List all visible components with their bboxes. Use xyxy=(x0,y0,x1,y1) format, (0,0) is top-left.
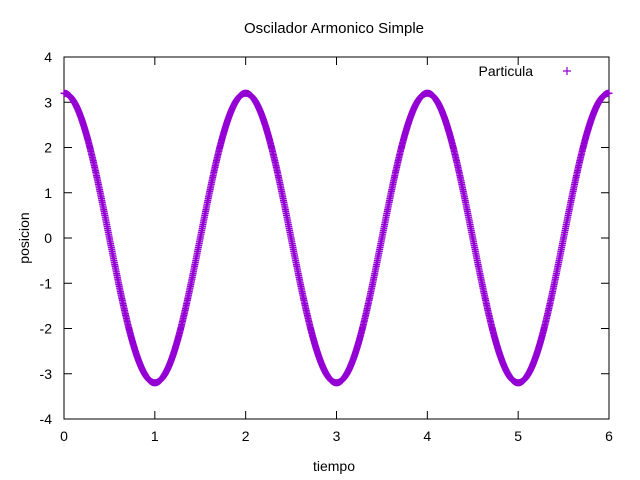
y-tick-label: -1 xyxy=(40,275,53,291)
x-tick-label: 6 xyxy=(605,428,613,444)
y-tick-label: -4 xyxy=(40,411,53,427)
x-tick-label: 1 xyxy=(151,428,159,444)
y-axis-label: posicion xyxy=(16,212,32,263)
y-tick-label: 1 xyxy=(44,185,52,201)
x-tick-label: 2 xyxy=(242,428,250,444)
series-layer xyxy=(60,89,613,387)
series-particula xyxy=(60,89,613,387)
x-axis: 0 1 2 3 4 5 6 xyxy=(60,57,613,444)
legend-plus-icon xyxy=(563,67,571,75)
y-tick-label: -3 xyxy=(40,366,53,382)
x-tick-label: 0 xyxy=(60,428,68,444)
y-tick-label: 3 xyxy=(44,94,52,110)
y-tick-label: 2 xyxy=(44,140,52,156)
x-tick-label: 4 xyxy=(423,428,431,444)
legend-marker xyxy=(563,67,571,75)
y-tick-label: 4 xyxy=(44,49,52,65)
x-tick-label: 5 xyxy=(514,428,522,444)
y-tick-label: -2 xyxy=(40,321,53,337)
plot-frame xyxy=(63,56,610,420)
chart-title: Oscilador Armonico Simple xyxy=(244,20,424,37)
y-tick-label: 0 xyxy=(44,230,52,246)
legend-label: Particula xyxy=(479,63,534,79)
x-axis-label: tiempo xyxy=(313,458,355,474)
series-density xyxy=(60,89,613,387)
x-tick-label: 3 xyxy=(333,428,341,444)
legend: Particula xyxy=(479,63,571,79)
y-axis: -4 -3 -2 -1 0 1 2 3 4 xyxy=(40,49,609,427)
